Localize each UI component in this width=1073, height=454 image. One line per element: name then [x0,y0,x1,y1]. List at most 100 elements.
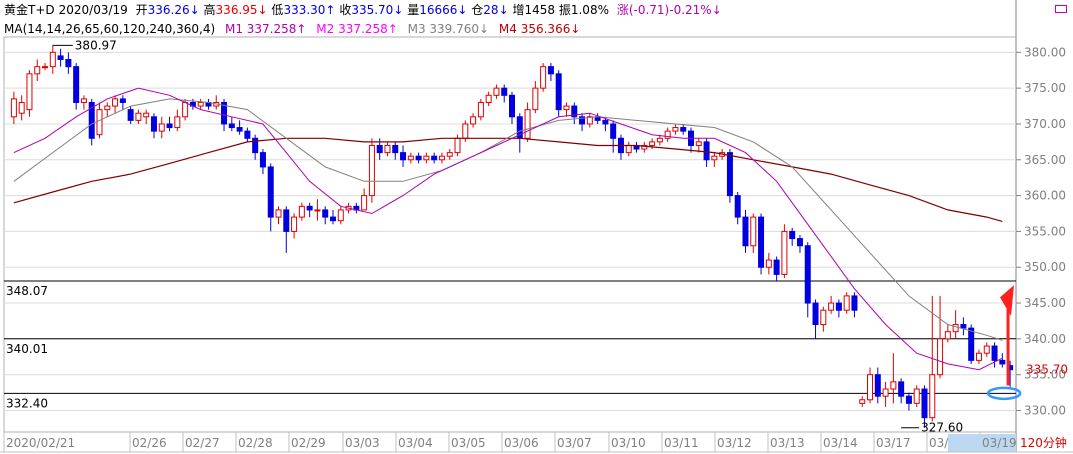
candle-body[interactable] [804,245,811,304]
candle-body[interactable] [182,101,189,118]
candle-body[interactable] [477,101,484,118]
candle-body[interactable] [259,152,266,168]
candle-body[interactable] [960,324,967,329]
candle-body[interactable] [890,381,897,390]
candle-body[interactable] [267,166,274,218]
candle-body[interactable] [501,87,508,96]
candle-body[interactable] [695,141,702,146]
candle-body[interactable] [314,209,321,212]
candle-body[interactable] [244,130,251,139]
candle-body[interactable] [407,155,414,161]
candle-body[interactable] [835,302,842,311]
candle-body[interactable] [625,144,632,154]
candle-body[interactable] [221,101,228,125]
candle-body[interactable] [563,105,570,111]
candle-body[interactable] [104,105,111,111]
candle-body[interactable] [283,209,290,232]
candle-body[interactable] [937,338,944,376]
candle-body[interactable] [166,123,173,129]
candle-body[interactable] [306,205,313,211]
candle-body[interactable] [820,309,827,326]
candle-body[interactable] [415,155,422,161]
candle-body[interactable] [65,58,72,68]
candle-body[interactable] [150,116,157,132]
candle-body[interactable] [555,73,562,111]
candle-body[interactable] [493,87,500,96]
candle-body[interactable] [905,395,912,404]
candle-body[interactable] [49,51,56,68]
candle-body[interactable] [322,209,329,218]
candle-body[interactable] [112,98,119,107]
candle-body[interactable] [602,119,609,125]
candle-body[interactable] [711,155,718,161]
candle-body[interactable] [649,141,656,146]
candle-body[interactable] [42,66,49,69]
candle-body[interactable] [765,259,772,268]
candle-body[interactable] [641,144,648,150]
candle-body[interactable] [843,295,850,311]
candle-body[interactable] [454,137,461,154]
candle-body[interactable] [485,94,492,103]
candle-body[interactable] [921,388,928,419]
candle-body[interactable] [88,101,95,139]
candle-body[interactable] [828,302,835,311]
candle-body[interactable] [368,144,375,197]
candle-body[interactable] [524,109,531,139]
candle-body[interactable] [999,359,1006,365]
candle-body[interactable] [991,345,998,361]
square-outline-icon[interactable] [1055,5,1067,13]
candle-body[interactable] [703,141,710,161]
candle-body[interactable] [438,155,445,161]
candle-body[interactable] [18,101,25,114]
candle-body[interactable] [789,230,796,240]
candle-body[interactable] [867,374,874,401]
candle-body[interactable] [337,209,344,222]
candle-body[interactable] [236,127,243,132]
candle-body[interactable] [944,331,951,340]
candle-body[interactable] [252,137,259,154]
candle-body[interactable] [462,123,469,139]
candle-body[interactable] [119,98,126,103]
candle-body[interactable] [898,381,905,397]
timeframe-label[interactable]: 120分钟 [1020,435,1067,450]
candle-body[interactable] [392,144,399,154]
candle-body[interactable] [298,205,305,218]
candle-body[interactable] [361,195,368,211]
candle-body[interactable] [143,112,150,118]
candle-body[interactable] [57,55,64,60]
candle-body[interactable] [540,66,547,89]
candle-body[interactable] [874,374,881,397]
candle-body[interactable] [773,259,780,275]
candle-body[interactable] [509,94,515,118]
candle-body[interactable] [34,66,41,75]
candle-body[interactable] [400,152,407,161]
candle-body[interactable] [10,98,17,118]
candle-body[interactable] [968,327,975,361]
candle-body[interactable] [197,101,204,107]
candle-body[interactable] [672,127,679,132]
highlight-ellipse[interactable] [986,386,1022,401]
candle-body[interactable] [975,352,982,361]
candle-body[interactable] [734,195,741,218]
candle-body[interactable] [329,216,336,222]
candle-body[interactable] [470,116,477,125]
candle-body[interactable] [680,127,687,132]
candle-body[interactable] [158,123,165,132]
candle-body[interactable] [742,216,749,247]
candle-body[interactable] [423,155,430,161]
candle-body[interactable] [656,137,663,143]
candle-body[interactable] [913,388,920,404]
candle-body[interactable] [96,109,103,136]
candle-body[interactable] [952,324,959,333]
candle-body[interactable] [586,116,593,125]
candle-body[interactable] [796,238,803,247]
candle-body[interactable] [446,152,453,157]
candle-body[interactable] [750,216,757,247]
candle-body[interactable] [431,155,438,161]
candle-body[interactable] [610,123,617,139]
candle-body[interactable] [579,116,586,125]
candle-body[interactable] [275,209,282,218]
candle-body[interactable] [80,98,87,103]
candle-body[interactable] [859,399,866,404]
